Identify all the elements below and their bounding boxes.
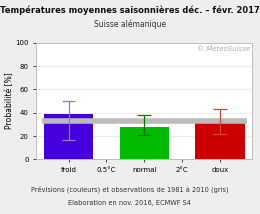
Bar [120, 127, 169, 159]
Text: Prévisions (couleurs) et observations de 1981 à 2010 (gris): Prévisions (couleurs) et observations de… [31, 185, 229, 193]
Bar [44, 114, 93, 159]
Text: Elaboration en nov. 2016, ECMWF S4: Elaboration en nov. 2016, ECMWF S4 [68, 200, 192, 206]
Bar [196, 123, 245, 159]
Text: Températures moyennes saisonnières déc. – févr. 2017: Températures moyennes saisonnières déc. … [0, 5, 260, 15]
Text: © MeteoSuisse: © MeteoSuisse [197, 46, 250, 52]
Y-axis label: Probabilité [%]: Probabilité [%] [5, 73, 14, 129]
Text: Suisse alémanique: Suisse alémanique [94, 19, 166, 29]
